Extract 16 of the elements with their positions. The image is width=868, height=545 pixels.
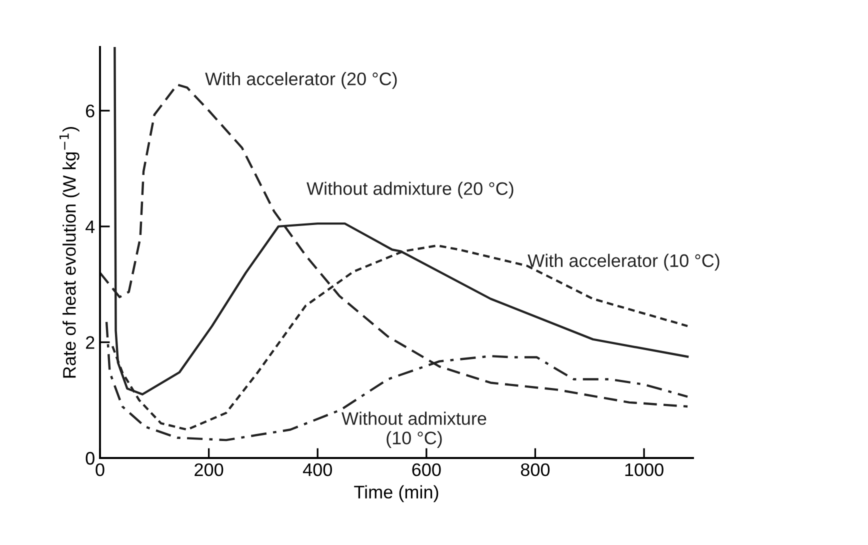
series-label: With accelerator (10 °C) (528, 254, 720, 271)
x-tick-label: 800 (520, 463, 550, 476)
series-label: Without admixture (20 °C) (306, 182, 514, 199)
series-label: Without admixture (10 °C) (342, 412, 486, 448)
x-tick-label: 400 (302, 463, 332, 476)
y-axis-title: Rate of heat evolution (W kg$^{−1}$) (60, 127, 80, 378)
y-tick-label: 6 (86, 104, 94, 118)
x-tick-label: 1000 (625, 463, 664, 476)
y-tick-label: 2 (86, 336, 94, 349)
x-tick-label: 0 (96, 463, 104, 476)
x-tick-label: 200 (194, 463, 224, 476)
x-tick-label: 600 (412, 463, 441, 476)
y-tick-label: 4 (86, 220, 95, 233)
x-axis-title: Time (min) (354, 485, 438, 502)
y-tick-label: 0 (86, 452, 94, 465)
series-label: With accelerator (20 °C) (205, 72, 397, 89)
